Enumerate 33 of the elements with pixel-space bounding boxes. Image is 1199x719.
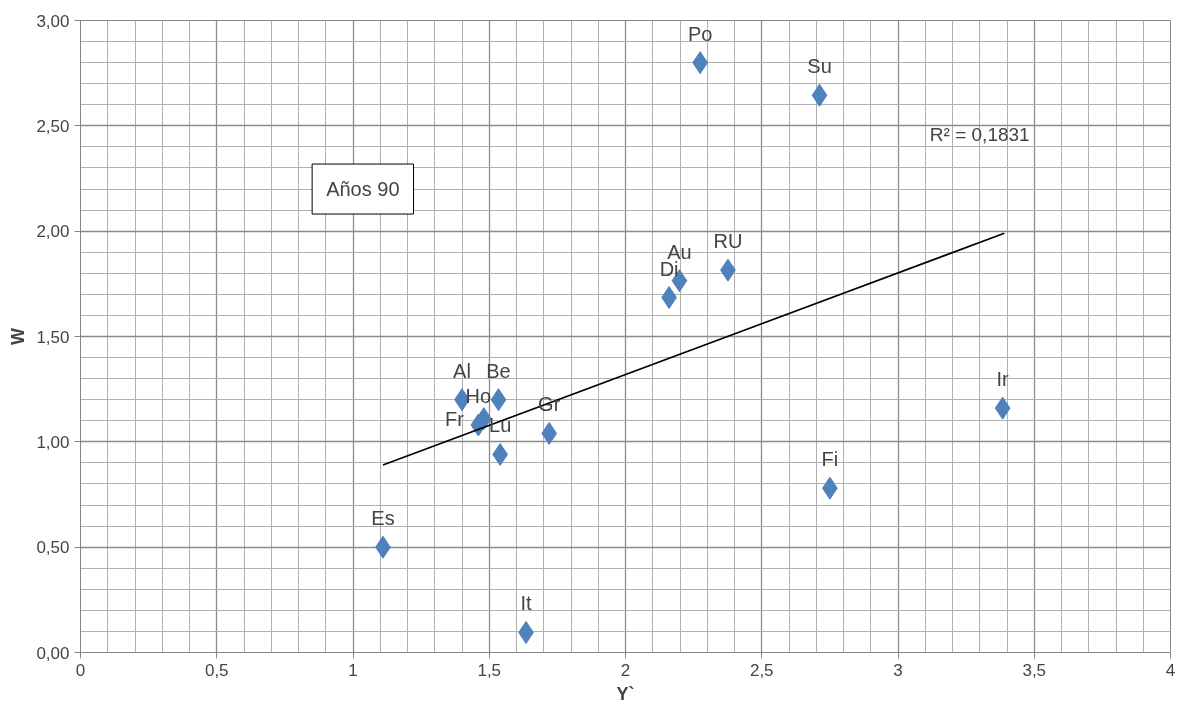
x-tick-label: 0,5 xyxy=(204,660,229,680)
x-tick-label: 1 xyxy=(348,660,358,680)
x-axis-title: Y` xyxy=(616,683,635,704)
point xyxy=(541,421,558,445)
x-tick-label: 4 xyxy=(1165,660,1176,680)
annotation: It xyxy=(520,592,533,615)
x-tick-label: 1,5 xyxy=(477,660,502,680)
annotation: Po xyxy=(687,22,713,45)
annotation: Ir xyxy=(996,368,1010,391)
annotation: Fr xyxy=(444,407,465,430)
annotation: R² = 0,1831 xyxy=(929,123,1030,145)
annotation: Su xyxy=(807,55,832,78)
y-tick-label: 2,50 xyxy=(36,116,70,136)
annotation: Fi xyxy=(821,448,839,471)
y-axis-title: W xyxy=(8,327,29,345)
x-tick-label: 0 xyxy=(75,660,86,680)
y-tick-label: 0,50 xyxy=(36,538,70,558)
y-tick-label: 1,50 xyxy=(36,327,70,347)
point xyxy=(994,396,1011,420)
annotation: RU xyxy=(713,230,743,253)
y-tick-label: 3,00 xyxy=(36,11,70,31)
annotation: Al xyxy=(453,359,471,382)
x-tick-label: 2 xyxy=(620,660,631,680)
annotation: Es xyxy=(371,507,395,530)
y-tick-label: 1,00 xyxy=(36,432,70,452)
x-tick-label: 3,5 xyxy=(1022,660,1047,680)
point xyxy=(490,388,507,412)
x-tick-label: 3 xyxy=(893,660,903,680)
y-tick-label: 2,00 xyxy=(36,222,70,242)
x-tick-label: 2,5 xyxy=(749,660,774,680)
point xyxy=(811,83,828,107)
y-tick-label: 0,00 xyxy=(36,643,70,663)
annotation: Años 90 xyxy=(326,178,400,201)
